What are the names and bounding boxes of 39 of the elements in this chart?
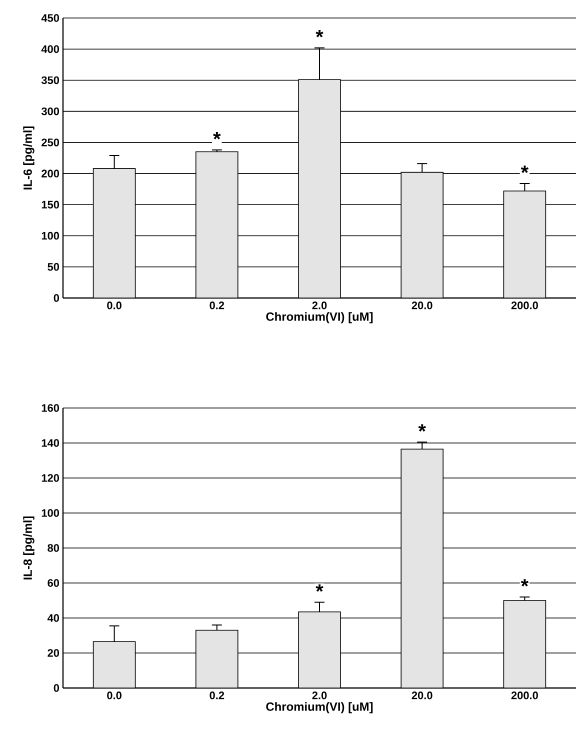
- annotation: *: [521, 579, 529, 586]
- x-tick-label: 2.0: [312, 692, 327, 700]
- annotation: *: [213, 132, 221, 140]
- y-tick-label: 20: [48, 649, 60, 657]
- x-tick-label: 0.0: [107, 302, 122, 310]
- x-axis-title: Chromium(VI) [uM]: [266, 702, 373, 714]
- x-tick-label: 0.2: [210, 692, 224, 700]
- annotation: *: [521, 166, 529, 174]
- x-tick-label: 2.0: [312, 302, 327, 310]
- y-axis-title: IL-8 [pg/ml]: [23, 516, 35, 580]
- x-tick-label: 200.0: [512, 692, 538, 700]
- x-tick-label: 20.0: [412, 302, 433, 310]
- y-tick-label: 120: [42, 474, 60, 482]
- y-tick-label: 40: [48, 614, 60, 622]
- y-tick-label: 60: [48, 579, 60, 587]
- y-tick-label: 250: [42, 138, 60, 146]
- y-tick-label: 140: [42, 439, 60, 447]
- annotation: *: [316, 584, 324, 592]
- y-tick-label: 300: [42, 107, 60, 116]
- y-tick-label: 150: [42, 200, 60, 209]
- y-tick-label: 0: [54, 684, 60, 692]
- y-tick-label: 0: [54, 294, 60, 302]
- y-axis-title: IL-6 [pg/ml]: [23, 126, 35, 190]
- x-tick-label: 20.0: [412, 692, 433, 700]
- y-tick-label: 450: [42, 14, 60, 22]
- y-tick-label: 200: [42, 170, 60, 178]
- x-tick-label: 200.0: [512, 302, 538, 310]
- x-tick-label: 0.2: [210, 302, 224, 310]
- y-tick-label: 160: [42, 404, 60, 412]
- x-tick-label: 0.0: [107, 692, 122, 700]
- y-tick-label: 100: [42, 232, 60, 240]
- y-tick-label: 350: [42, 76, 60, 84]
- annotation: *: [316, 30, 324, 38]
- y-tick-label: 400: [42, 45, 60, 53]
- annotation: *: [418, 424, 426, 432]
- x-axis-title: Chromium(VI) [uM]: [266, 312, 373, 324]
- y-tick-label: 100: [42, 509, 60, 517]
- y-tick-label: 50: [48, 263, 60, 271]
- y-tick-label: 80: [48, 544, 60, 552]
